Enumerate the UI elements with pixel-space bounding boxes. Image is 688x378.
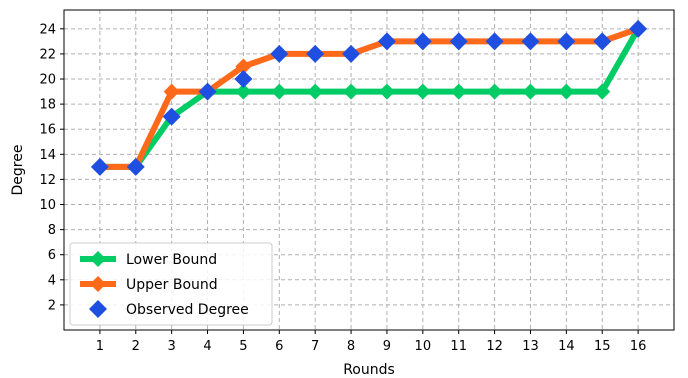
x-tick-label: 12 bbox=[486, 339, 503, 354]
y-tick-label: 18 bbox=[39, 98, 56, 113]
data-point bbox=[342, 44, 361, 63]
data-point bbox=[307, 83, 324, 100]
data-point bbox=[593, 32, 612, 51]
data-point bbox=[377, 32, 396, 51]
y-tick-label: 20 bbox=[39, 73, 56, 88]
y-tick-label: 22 bbox=[39, 47, 56, 62]
data-point bbox=[522, 83, 539, 100]
data-point bbox=[343, 83, 360, 100]
legend-box bbox=[69, 242, 273, 326]
legend-marker bbox=[89, 300, 107, 318]
legend-label: Upper Bound bbox=[126, 277, 218, 293]
x-tick-label: 6 bbox=[275, 339, 283, 354]
y-tick-label: 2 bbox=[48, 298, 56, 313]
data-point bbox=[234, 70, 253, 89]
series-line bbox=[99, 27, 641, 170]
data-point bbox=[163, 83, 180, 100]
axis-ticks: 1 2 3 4 5 6 7 8 9 10 11 12 13 14 15 1624681012141618202… bbox=[39, 22, 646, 354]
data-point bbox=[198, 82, 217, 101]
data-point bbox=[270, 44, 289, 63]
legend-marker bbox=[90, 251, 106, 267]
data-point bbox=[486, 83, 503, 100]
legend-label: Observed Degree bbox=[126, 302, 249, 318]
x-axis-label: Rounds bbox=[343, 362, 395, 378]
y-tick-label: 8 bbox=[48, 223, 56, 238]
x-tick-label: 5 bbox=[239, 339, 247, 354]
x-tick-label: 16 bbox=[630, 339, 647, 354]
legend-marker bbox=[90, 276, 106, 292]
data-point bbox=[629, 19, 648, 38]
data-point bbox=[485, 32, 504, 51]
data-point bbox=[126, 157, 145, 176]
data-point bbox=[557, 32, 576, 51]
x-tick-label: 2 bbox=[132, 339, 140, 354]
data-point bbox=[162, 107, 181, 126]
x-tick-label: 13 bbox=[522, 339, 539, 354]
data-point bbox=[414, 83, 431, 100]
y-tick-label: 16 bbox=[39, 123, 56, 138]
x-tick-label: 10 bbox=[415, 339, 432, 354]
plot-frame bbox=[63, 9, 675, 331]
x-tick-label: 8 bbox=[347, 339, 355, 354]
data-point bbox=[306, 44, 325, 63]
x-tick-label: 14 bbox=[558, 339, 575, 354]
x-tick-label: 15 bbox=[594, 339, 611, 354]
data-point bbox=[90, 157, 109, 176]
data-point bbox=[450, 83, 467, 100]
data-point bbox=[235, 58, 252, 75]
data-point bbox=[594, 83, 611, 100]
data-point bbox=[271, 83, 288, 100]
x-tick-label: 11 bbox=[450, 339, 467, 354]
data-point bbox=[521, 32, 540, 51]
series-markers bbox=[90, 19, 648, 176]
y-tick-label: 6 bbox=[48, 248, 56, 263]
x-tick-label: 1 bbox=[96, 339, 104, 354]
x-tick-label: 7 bbox=[311, 339, 319, 354]
data-point bbox=[235, 83, 252, 100]
data-point bbox=[558, 83, 575, 100]
data-point bbox=[413, 32, 432, 51]
x-tick-label: 4 bbox=[203, 339, 211, 354]
y-tick-label: 24 bbox=[39, 22, 56, 37]
y-axis-label: Degree bbox=[10, 145, 26, 196]
y-tick-label: 12 bbox=[39, 173, 56, 188]
data-point bbox=[378, 83, 395, 100]
y-tick-label: 14 bbox=[39, 148, 56, 163]
y-tick-label: 4 bbox=[48, 273, 56, 288]
legend: Lower Bound Upper Bound Observed Degree bbox=[69, 242, 273, 326]
x-tick-label: 9 bbox=[383, 339, 391, 354]
y-tick-label: 10 bbox=[39, 198, 56, 213]
series-line bbox=[99, 25, 640, 170]
x-tick-label: 3 bbox=[168, 339, 176, 354]
legend-label: Lower Bound bbox=[126, 252, 217, 268]
data-point bbox=[449, 32, 468, 51]
